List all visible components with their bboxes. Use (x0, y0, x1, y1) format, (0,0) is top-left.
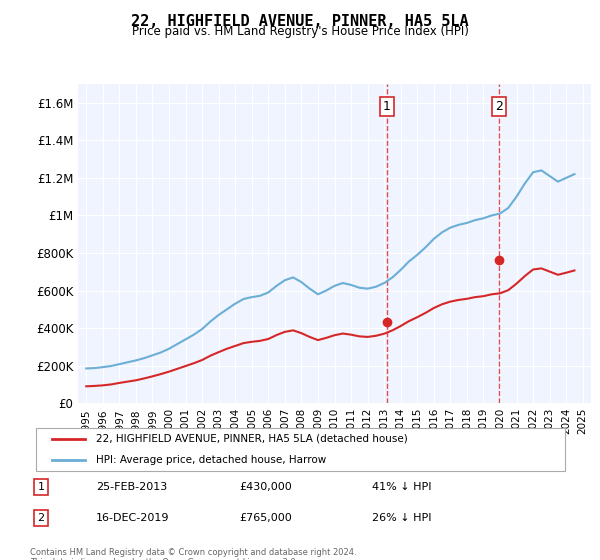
Text: £430,000: £430,000 (240, 482, 293, 492)
Text: 2: 2 (496, 100, 503, 113)
Text: Price paid vs. HM Land Registry's House Price Index (HPI): Price paid vs. HM Land Registry's House … (131, 25, 469, 38)
Text: 1: 1 (38, 482, 44, 492)
Text: 41% ↓ HPI: 41% ↓ HPI (372, 482, 432, 492)
Text: Contains HM Land Registry data © Crown copyright and database right 2024.
This d: Contains HM Land Registry data © Crown c… (30, 548, 356, 560)
Text: 22, HIGHFIELD AVENUE, PINNER, HA5 5LA: 22, HIGHFIELD AVENUE, PINNER, HA5 5LA (131, 14, 469, 29)
Text: 22, HIGHFIELD AVENUE, PINNER, HA5 5LA (detached house): 22, HIGHFIELD AVENUE, PINNER, HA5 5LA (d… (96, 434, 408, 444)
Text: 16-DEC-2019: 16-DEC-2019 (96, 513, 170, 523)
Text: 25-FEB-2013: 25-FEB-2013 (96, 482, 167, 492)
Text: £765,000: £765,000 (240, 513, 293, 523)
FancyBboxPatch shape (35, 428, 565, 471)
Text: HPI: Average price, detached house, Harrow: HPI: Average price, detached house, Harr… (96, 455, 326, 465)
Text: 1: 1 (383, 100, 391, 113)
Text: 26% ↓ HPI: 26% ↓ HPI (372, 513, 432, 523)
Text: 2: 2 (37, 513, 44, 523)
